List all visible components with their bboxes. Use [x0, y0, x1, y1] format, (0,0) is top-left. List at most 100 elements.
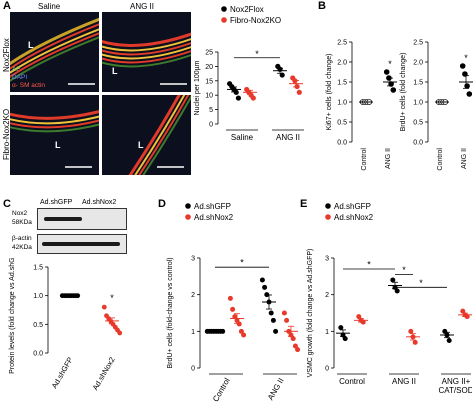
data-point	[462, 71, 468, 77]
y-tick-label: 1.0	[413, 100, 423, 107]
legend-label: Ad.shNox2	[194, 213, 234, 222]
group-label: ANG II	[392, 377, 416, 386]
data-point	[117, 330, 123, 336]
data-point	[338, 325, 344, 331]
y-tick-label: 0.0	[337, 140, 347, 147]
y-axis-label: BrdU+ cells (fold change)	[400, 53, 407, 132]
stain-label-dapi: DAPI	[12, 74, 28, 81]
chart-b-brdu: 0.0 0.5 1.0 1.5 2.0 2.5 BrdU+ cells (fold chan…	[400, 40, 473, 171]
blot-band	[42, 242, 120, 246]
data-point	[227, 295, 233, 301]
data-point	[464, 83, 470, 89]
y-tick-label: 3	[325, 256, 329, 263]
y-tick-label: 3	[191, 256, 195, 263]
legend-label: Ad.shNox2	[334, 213, 374, 222]
y-tick-label: 1	[191, 329, 195, 336]
data-point	[279, 72, 285, 78]
data-point	[101, 304, 107, 310]
y-tick-label: 2.5	[413, 40, 423, 47]
significance-star: *	[464, 53, 468, 63]
y-axis-label: VSMC growth (fold change vs Ad.shGFP)	[307, 249, 314, 378]
data-point	[220, 328, 226, 334]
legend-label: Ad.shGFP	[194, 202, 231, 211]
data-point	[75, 293, 81, 299]
micrograph-fibro-nox2ko-angii	[102, 95, 191, 175]
y-tick-label: 0	[191, 366, 195, 373]
x-tick-label: Ad.shNox2	[91, 356, 117, 392]
micrograph-nox2flox-angii	[102, 12, 191, 92]
data-point	[342, 336, 348, 342]
y-tick-label: 1.0	[33, 293, 43, 300]
col-header-saline: Saline	[38, 2, 61, 11]
y-tick-label: 0	[325, 366, 329, 373]
data-point	[250, 95, 256, 101]
blot-row-actin-size: 42KDa	[12, 244, 32, 251]
y-tick-label: 0	[209, 122, 213, 129]
data-point	[292, 343, 298, 349]
y-tick-label: 1	[325, 329, 329, 336]
group-label: Control	[339, 377, 365, 386]
blot-row-actin: β-actin	[12, 235, 32, 242]
legend-marker	[185, 214, 191, 220]
blot-beta-actin	[37, 234, 127, 254]
legend-marker	[185, 203, 191, 209]
data-point	[390, 277, 396, 283]
data-point	[466, 91, 473, 97]
x-tick-label: Control	[361, 148, 368, 171]
blot-lane-label-shnox2: Ad.shNox2	[82, 199, 117, 206]
significance-star: *	[402, 265, 406, 275]
panel-letter-c: C	[3, 198, 11, 210]
group-label: Control	[211, 376, 232, 403]
significance-star: *	[388, 59, 392, 69]
data-point	[259, 277, 265, 283]
y-tick-label: 2.5	[337, 40, 347, 47]
data-point	[270, 317, 276, 323]
data-point	[238, 328, 244, 334]
y-tick-label: 2	[325, 292, 329, 299]
group-label: ANG II	[266, 377, 286, 402]
group-label: CAT/SOD	[439, 386, 472, 395]
data-point	[459, 63, 466, 69]
data-point	[394, 288, 400, 294]
col-header-angii: ANG II	[130, 2, 155, 11]
y-tick-label: 2.0	[337, 60, 347, 67]
blot-band	[44, 217, 82, 221]
data-point	[235, 95, 241, 101]
y-tick-label: 0.0	[413, 140, 423, 147]
stain-label-af: AF	[12, 66, 21, 73]
legend-marker	[325, 214, 331, 220]
data-point	[232, 314, 238, 320]
data-point	[296, 89, 302, 95]
panel-letter-e: E	[300, 198, 308, 210]
group-label: ANG II+	[442, 377, 471, 386]
stain-label-sma: α- SM actin	[12, 82, 46, 89]
y-axis-label: Nuclei per 100µm	[194, 60, 201, 115]
y-tick-label: 2	[191, 292, 195, 299]
data-point	[268, 310, 274, 316]
blot-row-nox2: Nox2	[12, 210, 28, 217]
legend-marker	[325, 203, 331, 209]
lumen-label: L	[138, 140, 144, 150]
y-tick-label: 25	[205, 50, 213, 57]
significance-star: *	[110, 293, 114, 303]
legend-label: Nox2Flox	[230, 5, 264, 14]
chart-e-vsmc: 0 1 2 3 VSMC growth (fold change vs Ad.shGFP…	[307, 202, 472, 395]
y-tick-label: 0.5	[337, 120, 347, 127]
significance-star: *	[367, 260, 371, 270]
data-point	[446, 338, 452, 343]
data-point	[460, 308, 466, 314]
significance-star: *	[419, 278, 423, 288]
legend-marker	[221, 6, 227, 12]
data-point	[262, 284, 268, 290]
y-tick-label: 1.5	[413, 80, 423, 87]
significance-star: *	[240, 258, 244, 268]
group-label: ANG II	[276, 133, 300, 142]
y-tick-label: 5	[209, 107, 213, 114]
lumen-label: L	[112, 66, 118, 76]
y-tick-label: 0.5	[33, 322, 43, 329]
x-tick-label: ANG II	[385, 148, 392, 169]
blot-nox2	[37, 208, 127, 230]
chart-c-protein: 0.0 0.5 1.0 1.5 Protein levels (fold change …	[9, 257, 123, 392]
data-point	[290, 336, 296, 342]
data-point	[230, 306, 236, 312]
